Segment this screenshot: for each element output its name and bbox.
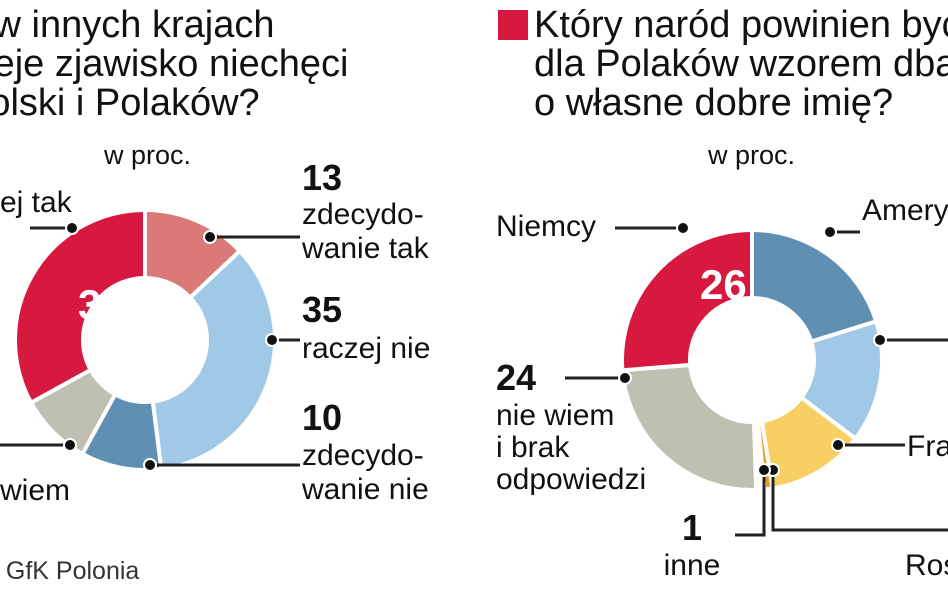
right-chart-unit: w proc. xyxy=(708,140,796,170)
right-title-line: dla Polaków wzorem dba xyxy=(534,43,948,85)
slice-category-label: raczej nie xyxy=(302,332,430,365)
slice-value-label: 26 xyxy=(700,261,747,308)
leader-line xyxy=(735,470,766,537)
leader-dot xyxy=(203,230,217,244)
slice-category-label: Ros xyxy=(905,549,948,582)
right-title-line: o własne dobre imię? xyxy=(534,82,894,124)
slice-value-label: 1 xyxy=(682,507,702,548)
leader-dot xyxy=(831,438,845,452)
right-title-line: Który naród powinien byċ xyxy=(534,4,948,46)
slice-category-label: nie wiem xyxy=(496,399,614,432)
slice-category-label: wanie tak xyxy=(301,232,430,265)
leader-dot xyxy=(65,221,79,235)
slice-category-label: wiem xyxy=(0,474,70,507)
slice-category-label: odpowiedzi xyxy=(496,463,646,496)
leader-dot xyxy=(823,225,837,239)
red-square-icon xyxy=(498,10,528,40)
slice-category-label: ej tak xyxy=(0,186,73,219)
slice-value-label: 35 xyxy=(302,289,342,330)
slice-category-label: zdecydo- xyxy=(302,198,424,231)
leader-dot xyxy=(873,333,887,347)
leader-dot xyxy=(63,438,77,452)
slice-category-label: Fra xyxy=(907,430,948,463)
slice-category-label: Niemcy xyxy=(496,210,596,243)
leader-line xyxy=(771,470,948,532)
leader-dot xyxy=(143,458,157,472)
slice-category-label: i brak xyxy=(496,431,570,464)
donut-slice xyxy=(13,207,147,406)
slice-category-label: Amery xyxy=(862,194,948,227)
slice-category-label: inne xyxy=(664,549,721,582)
leader-dot xyxy=(757,463,771,477)
slice-category-label: zdecydo- xyxy=(302,439,424,472)
left-title-line: Polski i Polaków? xyxy=(0,82,260,124)
leader-dot xyxy=(676,221,690,235)
leader-dot xyxy=(618,371,632,385)
left-chart-title: y w innych krajach nieje zjawisko niechę… xyxy=(0,6,348,123)
donut-slice xyxy=(150,248,277,472)
leader-dot xyxy=(265,333,279,347)
left-chart-unit: w proc. xyxy=(104,140,192,170)
donut-slice xyxy=(750,227,879,345)
slice-value-label: 33 xyxy=(78,281,125,328)
red-square-shape xyxy=(498,10,528,40)
slice-value-label: 24 xyxy=(496,357,536,398)
left-title-line: nieje zjawisko niechęci xyxy=(0,43,349,85)
right-chart-title: Który naród powinien byċ dla Polaków wzo… xyxy=(498,6,948,123)
slice-value-label: 13 xyxy=(302,157,342,198)
source-note: : GfK Polonia xyxy=(0,557,140,585)
slice-category-label: wanie nie xyxy=(301,473,429,506)
left-title-line: y w innych krajach xyxy=(0,4,275,46)
donut-slice xyxy=(620,227,754,373)
donut-slice xyxy=(798,318,884,442)
slice-value-label: 10 xyxy=(302,397,342,438)
